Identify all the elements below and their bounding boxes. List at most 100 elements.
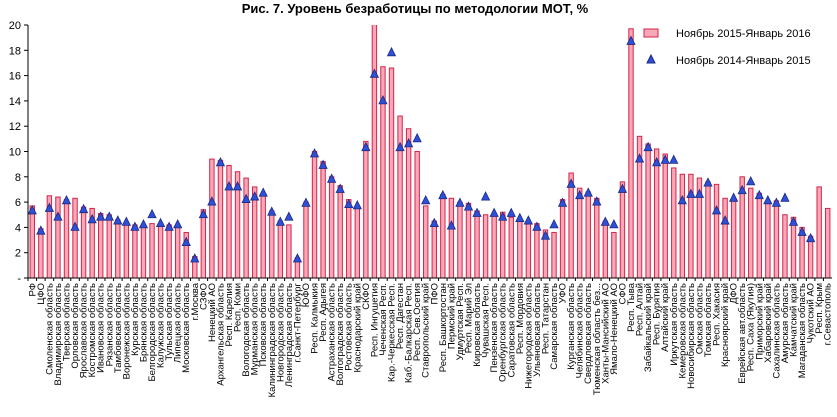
- bar: [722, 197, 728, 278]
- marker: [361, 141, 371, 152]
- x-tick-label: Красноярский край: [720, 283, 731, 367]
- marker: [489, 207, 499, 217]
- x-tick-label: Липецкая область: [173, 283, 184, 363]
- marker: [70, 221, 80, 231]
- y-tick-label: 12: [9, 121, 21, 133]
- x-tick-label: Ярославская область: [79, 283, 90, 378]
- x-tick-label: Респ. Карелия: [224, 283, 235, 346]
- bar: [671, 167, 677, 278]
- x-tick-label: Камчатский край: [789, 283, 800, 357]
- marker: [369, 68, 380, 78]
- x-tick-label: Чувашская Респ.: [481, 283, 492, 358]
- chart-title: Рис. 7. Уровень безработицы по методолог…: [242, 1, 589, 16]
- x-tick-label: Самарская область: [549, 283, 560, 370]
- marker: [583, 187, 593, 197]
- x-tick-label: Респ. Алтай: [635, 283, 646, 336]
- marker: [694, 188, 705, 198]
- bar: [448, 197, 455, 278]
- x-tick-label: Забайкальский край: [643, 283, 654, 372]
- marker: [173, 218, 183, 229]
- marker: [292, 253, 303, 263]
- x-tick-label: Белгородская область: [147, 283, 158, 382]
- marker: [309, 148, 320, 158]
- y-tick-label: 16: [9, 71, 21, 83]
- bar: [525, 220, 532, 278]
- bar: [534, 223, 540, 278]
- marker: [600, 216, 610, 226]
- bar: [98, 212, 104, 278]
- bar: [551, 231, 557, 278]
- x-tick-label: Томская область: [703, 283, 714, 357]
- x-tick-label: Ленинградская область: [284, 283, 295, 387]
- y-tick-label: 8: [15, 172, 21, 184]
- bar: [568, 172, 574, 278]
- bar: [149, 223, 155, 278]
- marker: [96, 211, 106, 221]
- y-tick-label: 6: [15, 197, 21, 209]
- bar: [713, 183, 720, 278]
- x-tick-label: Владимирская область: [53, 283, 64, 386]
- y-tick-label: 2: [15, 248, 21, 260]
- bar: [474, 210, 480, 278]
- x-tick-label: Пермский край: [446, 283, 457, 349]
- marker: [438, 189, 448, 200]
- bar: [465, 202, 472, 278]
- marker: [301, 197, 311, 207]
- marker: [737, 184, 747, 195]
- marker: [138, 218, 149, 229]
- marker: [711, 205, 722, 215]
- bar: [688, 173, 694, 278]
- marker: [250, 191, 260, 201]
- marker: [805, 232, 816, 243]
- bar: [457, 201, 463, 278]
- bar: [243, 177, 249, 278]
- x-tick-label: Алтайский край: [660, 283, 671, 352]
- marker: [788, 216, 799, 226]
- x-tick-label: Свердловская область: [583, 283, 594, 384]
- marker: [198, 208, 208, 219]
- bar: [730, 199, 737, 278]
- x-tick-label: Калининградская область: [267, 283, 278, 397]
- y-tick-label: -: [17, 273, 21, 285]
- x-tick-label: Еврейская авт.область: [737, 283, 748, 384]
- x-tick-label: Респ. Калмыкия: [310, 283, 321, 354]
- bar: [611, 231, 617, 278]
- x-tick-label: Псковская область: [258, 283, 269, 366]
- x-tick-label: Калужская область: [156, 283, 167, 368]
- x-tick-label: Оренбургская область: [498, 283, 509, 382]
- x-tick-label: РФ: [27, 283, 38, 296]
- x-tick-label: СКФО: [361, 283, 372, 310]
- marker: [626, 35, 636, 45]
- marker: [318, 159, 328, 169]
- y-tick-label: 20: [9, 20, 21, 32]
- x-tick-label: Вологодская область: [241, 283, 252, 377]
- x-tick-label: ДФО: [729, 283, 740, 304]
- marker: [455, 197, 465, 207]
- bar: [371, 25, 378, 278]
- x-tick-label: СЗФО: [198, 283, 209, 310]
- bar: [594, 197, 600, 278]
- marker: [164, 221, 174, 231]
- bar: [55, 196, 61, 278]
- marker: [61, 194, 72, 205]
- y-tick-label: 14: [9, 96, 21, 108]
- x-tick-label: Магаданская область: [797, 283, 808, 378]
- x-tick-label: г.Санкт-Петербург: [292, 282, 303, 362]
- legend-swatch: [646, 53, 656, 64]
- bar: [619, 181, 626, 278]
- marker: [403, 138, 414, 148]
- marker: [44, 202, 55, 212]
- marker: [566, 178, 576, 188]
- x-tick-label: Ульяновская область: [532, 283, 543, 377]
- bar: [277, 220, 284, 278]
- x-tick-label: Челябинская область: [575, 283, 586, 378]
- x-tick-label: Респ. Крым: [814, 283, 825, 334]
- x-tick-label: УФО: [558, 283, 569, 303]
- bar: [346, 199, 352, 278]
- bar: [311, 151, 318, 278]
- x-tick-label: Респ. Бурятия: [652, 283, 663, 345]
- bar: [636, 135, 643, 278]
- bar: [559, 199, 566, 278]
- x-tick-label: Новгородская область: [275, 283, 286, 382]
- bar: [72, 197, 78, 278]
